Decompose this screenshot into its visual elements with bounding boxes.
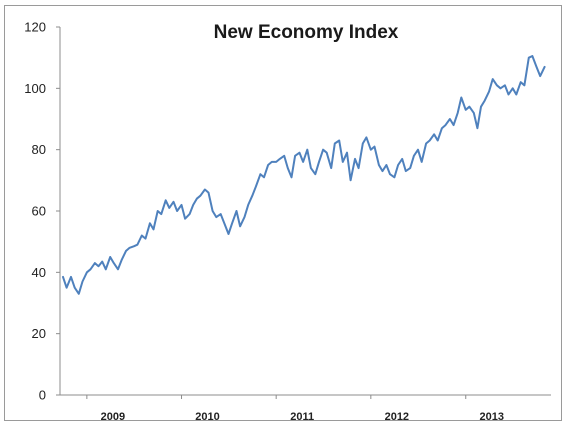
y-tick-label: 20 bbox=[32, 326, 46, 341]
y-tick-label: 80 bbox=[32, 142, 46, 157]
y-tick-label: 60 bbox=[32, 204, 46, 219]
y-tick-label: 40 bbox=[32, 265, 46, 280]
x-tick-label: 2011 bbox=[290, 411, 314, 423]
chart-title: New Economy Index bbox=[214, 22, 399, 43]
x-tick-label: 2012 bbox=[385, 411, 409, 423]
x-tick-label: 2010 bbox=[195, 411, 219, 423]
x-tick-label: 2013 bbox=[480, 411, 504, 423]
series-group bbox=[62, 55, 546, 295]
chart-frame bbox=[4, 5, 562, 421]
x-tick-label: 2009 bbox=[101, 411, 125, 423]
y-tick-label: 120 bbox=[24, 20, 46, 35]
x-axis-ticks: 2009 2010 2011 2012 2013 bbox=[86, 395, 504, 423]
y-tick-label: 0 bbox=[39, 388, 46, 403]
y-tick-label: 100 bbox=[24, 81, 46, 96]
chart-axes bbox=[59, 27, 551, 396]
series-line bbox=[62, 55, 546, 295]
y-axis-ticks: 0 20 40 60 80 100 120 bbox=[24, 20, 60, 403]
